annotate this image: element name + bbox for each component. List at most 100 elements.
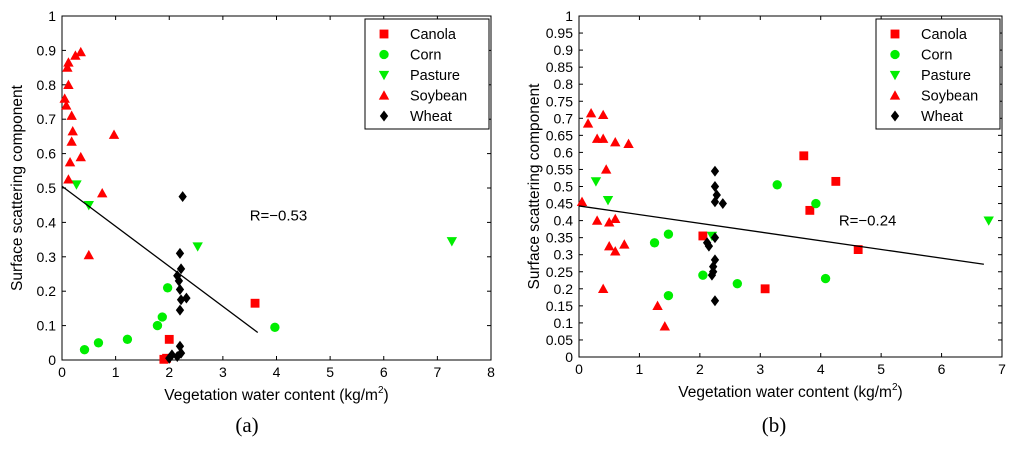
y-tick-label: 1 [48,8,56,24]
y-tick-label: 0.75 [546,93,573,109]
y-tick-label: 0.1 [554,315,574,331]
x-tick-label: 0 [575,361,583,377]
data-point-corn [772,180,782,190]
x-tick-label: 5 [326,364,334,380]
data-point-soybean [66,136,77,146]
data-point-wheat [176,294,186,306]
x-axis-label-text: Vegetation water content (kg/m [164,387,378,404]
data-point-canola [760,284,770,294]
data-point-corn [162,283,173,293]
data-point-wheat [173,351,182,363]
data-point-corn [270,322,280,332]
panel-caption: (a) [235,413,258,437]
data-point-wheat [175,247,185,259]
data-point-corn [663,290,674,301]
legend-marker-soybean [889,90,901,100]
legend-label-pasture: Pasture [921,68,971,84]
legend-label-canola: Canola [921,27,968,43]
legend-marker-canola [379,29,389,39]
data-point-canola [698,231,708,241]
data-point-pasture [71,180,82,190]
data-point-corn [122,334,133,345]
regression-line [61,185,259,334]
data-point-soybean [75,151,86,162]
x-tick-label: 8 [487,364,495,380]
y-tick-label: 0.65 [546,127,573,143]
data-point-soybean [623,138,634,149]
x-tick-label: 1 [112,364,120,380]
x-axis-label-superscript: 2 [378,385,384,396]
scatter-plot-b: 0 1 2 3 4 5 6 7 00.050.10.150.20.250.30.350.40.4… [526,8,1006,437]
data-point-corn [811,198,821,209]
y-tick-label: 0.1 [37,318,57,334]
data-point-canola [805,205,815,215]
data-point-pasture [192,242,203,252]
y-tick-label: 0.45 [546,196,573,212]
data-point-soybean [597,109,609,120]
x-axis-label: Vegetation water content (kg/m2) [678,382,902,401]
data-point-wheat [718,198,727,210]
panel-caption: (b) [762,413,787,437]
x-tick-label: 4 [817,361,825,377]
data-point-corn [649,238,660,248]
y-tick-label: 0.2 [37,283,57,299]
y-axis-label: Surface scattering component [9,84,26,291]
legend-marker-corn [379,49,389,60]
data-point-canola [250,298,260,308]
data-point-wheat [167,349,177,361]
x-tick-label: 7 [433,364,441,380]
legend-marker-corn [890,49,900,60]
legend-label-canola: Canola [410,27,457,43]
data-point-soybean [75,46,86,57]
y-tick-label: 0.7 [37,111,57,127]
data-point-soybean [610,246,621,256]
legend: Canola Corn Pasture Soybean Wheat [364,18,490,130]
y-tick-label: 0.5 [554,179,574,195]
data-point-soybean [600,164,612,174]
data-point-wheat [707,269,717,281]
regression-line [578,205,984,265]
y-tick-label: 0.3 [37,249,57,265]
y-tick-label: 0.2 [554,281,574,297]
data-point-soybean [61,100,72,110]
data-point-wheat [710,232,720,244]
data-point-soybean [604,240,615,251]
data-point-corn [152,320,163,331]
data-point-soybean [108,129,120,139]
y-tick-label: 1 [565,8,573,24]
y-tick-label: 0.05 [546,332,573,348]
y-tick-label: 0.8 [554,76,574,92]
data-point-wheat [710,165,720,177]
data-point-wheat [710,196,720,208]
data-point-corn [820,273,831,284]
x-tick-label: 6 [380,364,388,380]
legend-label-soybean: Soybean [410,89,467,105]
legend-label-wheat: Wheat [921,109,963,125]
legend-label-pasture: Pasture [410,68,460,84]
x-tick-label: 0 [58,364,66,380]
y-tick-label: 0.8 [37,77,57,93]
data-point-corn [732,279,743,289]
x-axis-label: Vegetation water content (kg/m2) [164,385,388,404]
legend-label-corn: Corn [410,48,441,64]
data-point-wheat [175,304,185,316]
y-tick-label: 0.15 [546,298,573,314]
data-point-soybean [585,107,597,118]
x-tick-label: 4 [273,364,281,380]
y-tick-label: 0.35 [546,230,573,246]
data-point-wheat [175,284,185,295]
data-point-canola [853,245,863,255]
legend-label-soybean: Soybean [921,89,978,105]
data-point-wheat [176,263,186,275]
x-tick-label: 6 [938,361,946,377]
data-point-wheat [173,270,182,282]
data-point-corn [79,345,90,355]
legend-marker-wheat [890,110,900,122]
x-tick-label: 3 [219,364,227,380]
legend-label-corn: Corn [921,48,952,64]
data-point-wheat [704,240,714,252]
correlation-annotation: R=−0.53 [250,208,308,225]
data-point-corn [93,338,104,348]
data-point-soybean [83,249,95,260]
data-point-soybean [610,136,621,147]
